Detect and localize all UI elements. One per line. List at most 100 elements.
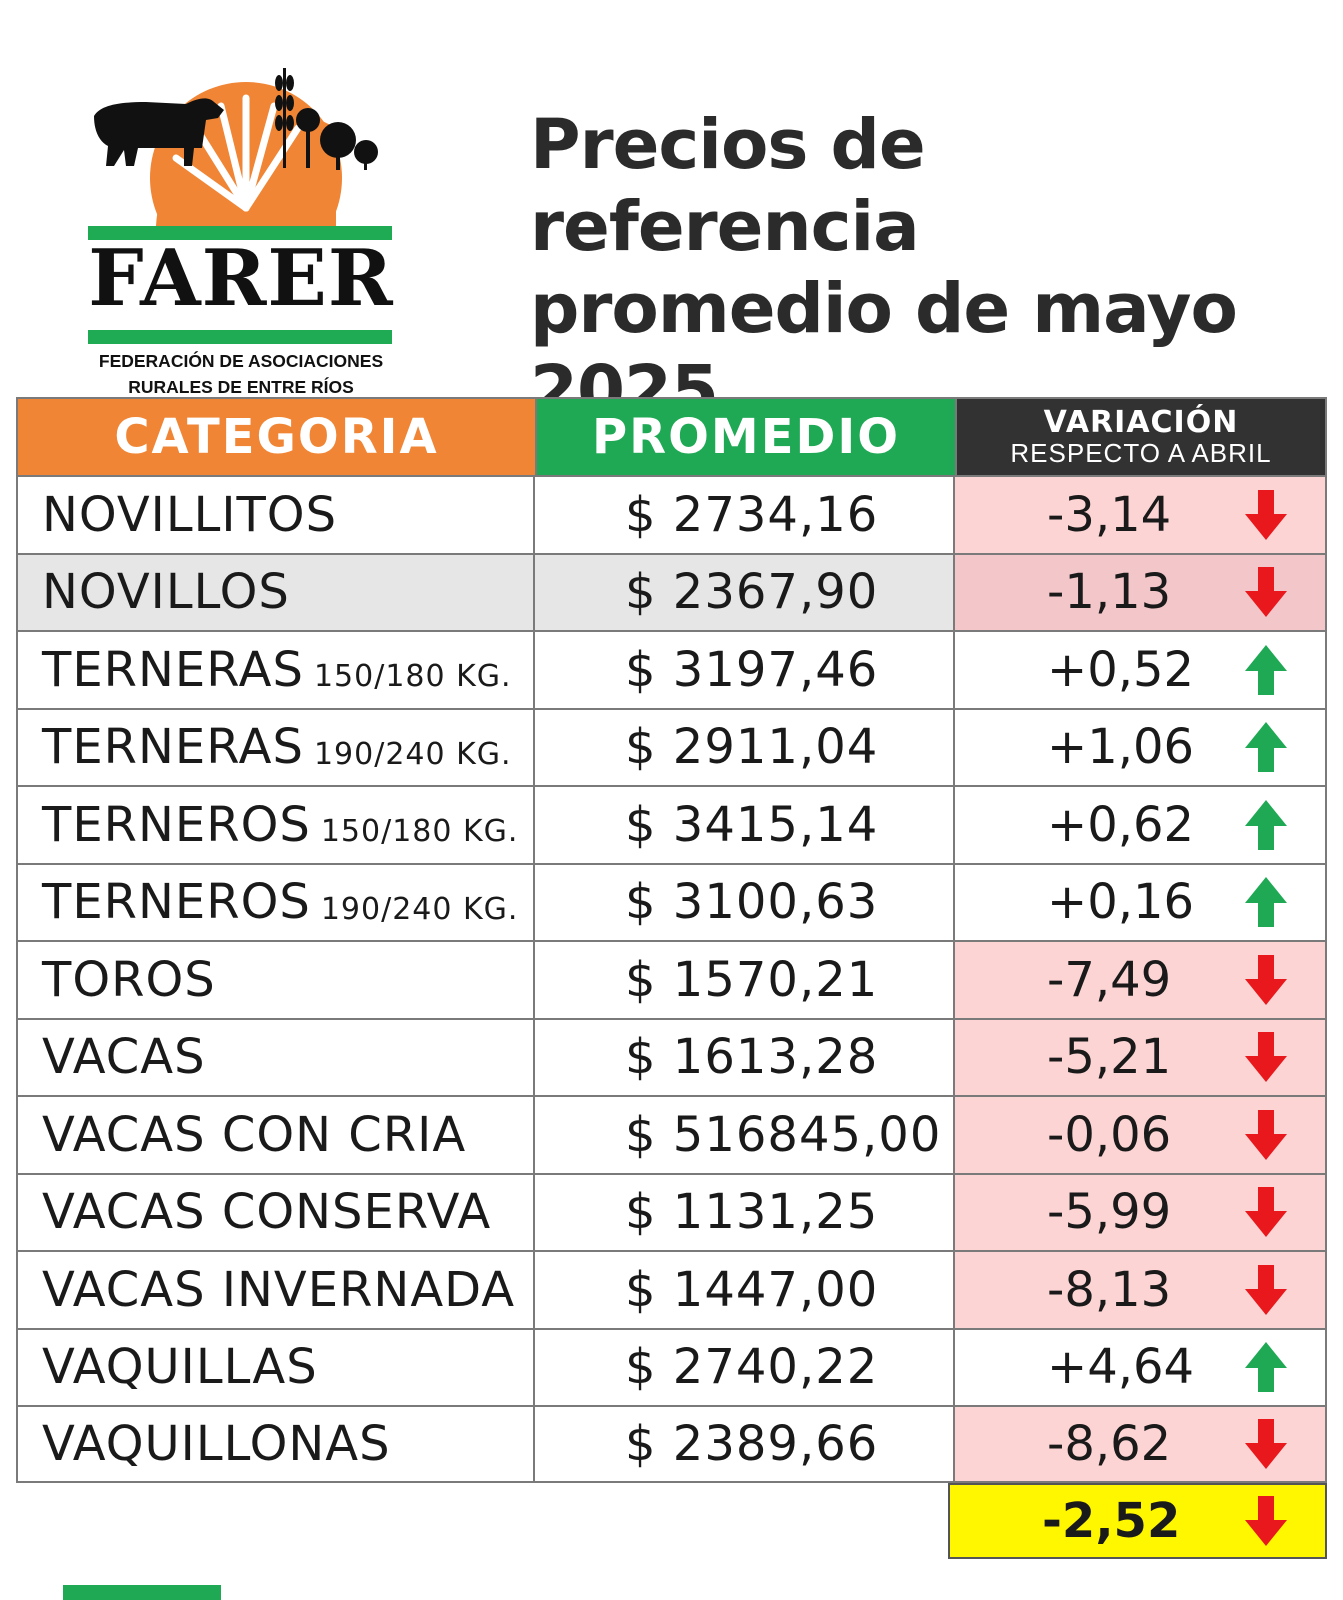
price-cell: $ 1131,25: [535, 1174, 955, 1250]
table-row: VACAS INVERNADA $ 1447,00 -8,13: [16, 1250, 1327, 1328]
variation-value: -1,13: [1047, 564, 1172, 621]
arrow-down-icon: [1245, 1109, 1287, 1160]
variation-value: +4,64: [1047, 1339, 1195, 1396]
variation-value: -8,62: [1047, 1415, 1172, 1472]
variation-cell: -8,62: [955, 1407, 1325, 1481]
variation-value: -5,99: [1047, 1184, 1172, 1241]
price-cell: $ 1613,28: [535, 1019, 955, 1095]
logo-subtitle-line1: FEDERACIÓN DE ASOCIACIONES: [98, 351, 384, 371]
price-cell: $ 3415,14: [535, 787, 955, 863]
variation-value: -7,49: [1047, 951, 1172, 1008]
table-row: TERNERAS 190/240 KG. $ 2911,04 +1,06: [16, 707, 1327, 786]
variation-cell: -7,49: [955, 942, 1325, 1018]
variation-value: +1,06: [1047, 719, 1195, 776]
arrow-up-icon: [1245, 877, 1287, 928]
category-name: VACAS INVERNADA: [42, 1261, 516, 1318]
price-cell: $ 2740,22: [535, 1329, 955, 1405]
category-cell: TERNEROS 190/240 KG.: [18, 864, 535, 940]
arrow-down-icon: [1245, 1496, 1287, 1546]
table-row: VACAS CON CRIA $ 516845,00 -0,06: [16, 1095, 1327, 1173]
price-cell: $ 2734,16: [535, 477, 955, 553]
category-cell: TOROS: [18, 942, 535, 1018]
table-row: TERNEROS 190/240 KG. $ 3100,63 +0,16: [16, 862, 1327, 941]
category-name: VAQUILLONAS: [42, 1415, 391, 1472]
price-cell: $ 3197,46: [535, 632, 955, 708]
arrow-down-icon: [1245, 489, 1287, 540]
category-name: TERNEROS: [42, 874, 311, 931]
variation-cell: -5,21: [955, 1019, 1325, 1095]
category-cell: VACAS: [18, 1019, 535, 1095]
total-variation-cell: -2,52: [948, 1483, 1327, 1559]
price-cell: $ 516845,00: [535, 1097, 955, 1173]
table-row: VAQUILLONAS $ 2389,66 -8,62: [16, 1405, 1327, 1483]
category-name: TERNEROS: [42, 796, 311, 853]
category-name: NOVILLITOS: [42, 486, 338, 543]
table-row: TERNEROS 150/180 KG. $ 3415,14 +0,62: [16, 785, 1327, 863]
table-header: CATEGORIA PROMEDIO VARIACIÓN RESPECTO A …: [16, 397, 1327, 475]
category-weight-range: 150/180 KG.: [320, 814, 519, 850]
price-cell: $ 1447,00: [535, 1252, 955, 1328]
arrow-down-icon: [1245, 954, 1287, 1005]
variation-value: -8,13: [1047, 1261, 1172, 1318]
page-title: Precios de referencia promedio de mayo 2…: [530, 104, 1320, 432]
variation-cell: +0,16: [955, 865, 1325, 941]
price-cell: $ 2911,04: [535, 709, 955, 785]
category-cell: VACAS CON CRIA: [18, 1097, 535, 1173]
logo-wordmark: FARER: [88, 233, 394, 324]
variation-value: -5,21: [1047, 1029, 1172, 1086]
logo-green-bar-bottom: [88, 330, 392, 344]
table-row: VACAS $ 1613,28 -5,21: [16, 1017, 1327, 1095]
arrow-down-icon: [1245, 1264, 1287, 1315]
category-cell: VACAS CONSERVA: [18, 1174, 535, 1250]
category-name: VACAS CON CRIA: [42, 1106, 467, 1163]
arrow-up-icon: [1245, 644, 1287, 695]
logo-green-bar-top: [88, 226, 392, 240]
category-cell: VAQUILLAS: [18, 1329, 535, 1405]
variation-cell: +1,06: [955, 710, 1325, 786]
arrow-up-icon: [1245, 799, 1287, 850]
category-name: VACAS: [42, 1029, 206, 1086]
variation-cell: +4,64: [955, 1330, 1325, 1406]
arrow-down-icon: [1245, 567, 1287, 618]
category-weight-range: 190/240 KG.: [313, 736, 512, 772]
farer-logo: FARER FEDERACIÓN DE ASOCIACIONES RURALES…: [86, 58, 396, 397]
variation-value: -3,14: [1047, 486, 1172, 543]
category-cell: NOVILLITOS: [18, 477, 535, 553]
category-name: VAQUILLAS: [42, 1339, 318, 1396]
category-weight-range: 190/240 KG.: [320, 891, 519, 927]
logo-subtitle-line2: RURALES DE ENTRE RÍOS: [128, 377, 354, 397]
header-variacion-subtitle: RESPECTO A ABRIL: [1010, 438, 1272, 468]
category-name: TOROS: [42, 951, 216, 1008]
header-variacion: VARIACIÓN RESPECTO A ABRIL: [957, 399, 1325, 475]
table-body: NOVILLITOS $ 2734,16 -3,14 NOVILLOS $ 2367,9…: [16, 475, 1327, 1483]
variation-cell: +0,52: [955, 632, 1325, 708]
price-table: CATEGORIA PROMEDIO VARIACIÓN RESPECTO A …: [16, 397, 1327, 1483]
category-cell: TERNEROS 150/180 KG.: [18, 787, 535, 863]
variation-cell: -1,13: [955, 554, 1325, 630]
footer-green-bar: [63, 1585, 221, 1600]
price-cell: $ 2367,90: [535, 554, 955, 630]
header-variacion-title: VARIACIÓN: [1043, 405, 1239, 440]
arrow-up-icon: [1245, 722, 1287, 773]
category-cell: NOVILLOS: [18, 554, 535, 630]
price-cell: $ 2389,66: [535, 1407, 955, 1481]
header-promedio: PROMEDIO: [537, 399, 957, 475]
title-line-1: Precios de referencia: [530, 105, 926, 267]
table-row: TOROS $ 1570,21 -7,49: [16, 940, 1327, 1018]
variation-cell: -8,13: [955, 1252, 1325, 1328]
variation-value: +0,52: [1047, 641, 1195, 698]
farer-emblem-icon: [94, 68, 378, 228]
table-row: NOVILLITOS $ 2734,16 -3,14: [16, 475, 1327, 553]
category-weight-range: 150/180 KG.: [313, 659, 512, 695]
category-name: NOVILLOS: [42, 564, 290, 621]
variation-cell: +0,62: [955, 787, 1325, 863]
table-row: TERNERAS 150/180 KG. $ 3197,46 +0,52: [16, 630, 1327, 708]
category-cell: VAQUILLONAS: [18, 1407, 535, 1481]
variation-cell: -0,06: [955, 1097, 1325, 1173]
category-name: TERNERAS: [42, 641, 304, 698]
variation-value: -0,06: [1047, 1106, 1172, 1163]
category-cell: TERNERAS 150/180 KG.: [18, 632, 535, 708]
variation-cell: -5,99: [955, 1174, 1325, 1250]
category-name: VACAS CONSERVA: [42, 1184, 492, 1241]
table-row: VAQUILLAS $ 2740,22 +4,64: [16, 1327, 1327, 1406]
